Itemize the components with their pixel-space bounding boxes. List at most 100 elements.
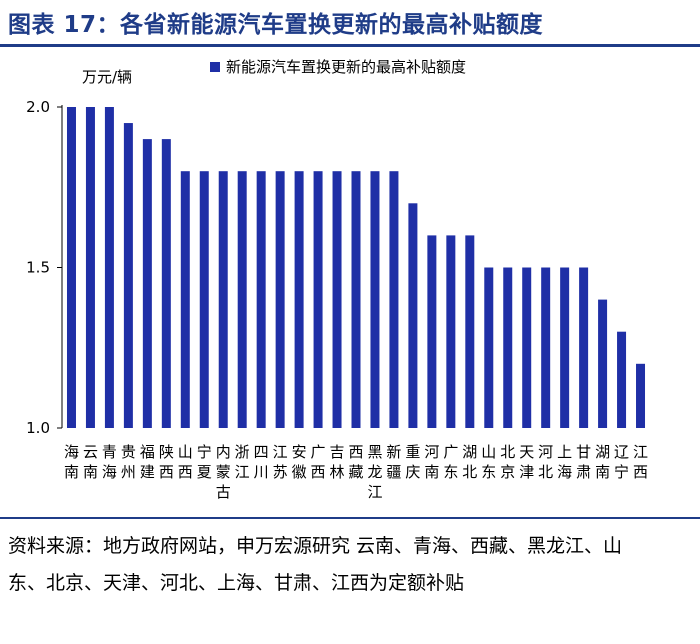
legend-swatch — [210, 61, 220, 72]
category-char: 安 — [292, 443, 307, 461]
category-char: 山 — [481, 443, 496, 461]
bar-海南 — [66, 107, 76, 428]
bar-陕西 — [161, 139, 171, 428]
bar-北京 — [503, 267, 513, 428]
category-char: 藏 — [348, 463, 363, 481]
bar-四川 — [256, 171, 266, 428]
bar-内蒙古 — [218, 171, 228, 428]
category-char: 青 — [102, 443, 117, 461]
category-char: 疆 — [386, 463, 401, 481]
bar-山东 — [484, 267, 494, 428]
category-char: 州 — [121, 463, 136, 481]
category-char: 夏 — [197, 463, 212, 481]
category-char: 宁 — [614, 463, 629, 481]
category-label-海南: 海南 — [64, 443, 79, 481]
bar-湖南 — [598, 299, 608, 428]
category-char: 林 — [330, 463, 345, 481]
category-label-黑龙江: 黑龙江 — [367, 443, 382, 501]
chart-title: 图表 17：各省新能源汽车置换更新的最高补贴额度 — [8, 12, 544, 38]
category-char: 贵 — [121, 443, 136, 461]
category-label-吉林: 吉林 — [330, 443, 345, 481]
category-char: 江 — [235, 463, 250, 481]
category-char: 西 — [178, 463, 193, 481]
category-char: 内 — [216, 443, 231, 461]
category-char: 蒙 — [216, 463, 231, 481]
category-labels: 海南云南青海贵州福建陕西山西宁夏内蒙古浙江四川江苏安徽广西吉林西藏黑龙江新疆重庆… — [64, 443, 648, 501]
bar-河北 — [541, 267, 551, 428]
category-char: 湖 — [462, 443, 477, 461]
bars — [66, 107, 646, 429]
category-label-重庆: 重庆 — [405, 443, 420, 481]
bar-chart: 1.01.52.0 海南云南青海贵州福建陕西山西宁夏内蒙古浙江四川江苏安徽广西吉… — [26, 98, 648, 501]
bar-黑龙江 — [370, 171, 380, 428]
category-label-辽宁: 辽宁 — [614, 443, 629, 481]
y-tick-label: 1.0 — [26, 419, 50, 437]
category-char: 西 — [311, 463, 326, 481]
legend-label: 新能源汽车置换更新的最高补贴额度 — [226, 58, 467, 76]
category-label-宁夏: 宁夏 — [197, 443, 212, 481]
category-char: 北 — [538, 463, 553, 481]
category-char: 甘 — [576, 443, 591, 461]
category-label-四川: 四川 — [254, 443, 269, 481]
bar-湖北 — [465, 235, 475, 428]
y-tick-label: 2.0 — [26, 98, 50, 116]
bar-江西 — [636, 363, 646, 428]
category-label-湖北: 湖北 — [462, 443, 477, 481]
category-char: 广 — [311, 443, 326, 461]
category-label-山西: 山西 — [178, 443, 193, 481]
title-rule — [0, 44, 700, 47]
bar-天津 — [522, 267, 532, 428]
y-axis-unit: 万元/辆 — [82, 68, 133, 86]
bar-吉林 — [332, 171, 342, 428]
category-char: 东 — [443, 463, 458, 481]
category-char: 建 — [140, 463, 155, 481]
category-char: 河 — [424, 443, 439, 461]
bar-甘肃 — [579, 267, 589, 428]
bar-福建 — [142, 139, 152, 428]
bar-贵州 — [123, 123, 133, 429]
category-label-贵州: 贵州 — [121, 443, 136, 481]
category-char: 南 — [595, 463, 610, 481]
category-char: 吉 — [330, 443, 345, 461]
category-char: 苏 — [273, 463, 288, 481]
bar-重庆 — [408, 203, 418, 428]
category-label-河南: 河南 — [424, 443, 439, 481]
category-char: 河 — [538, 443, 553, 461]
category-char: 黑 — [367, 443, 382, 461]
title-bar: 图表 17：各省新能源汽车置换更新的最高补贴额度 — [0, 0, 700, 50]
category-char: 西 — [159, 463, 174, 481]
category-char: 重 — [405, 443, 420, 461]
category-char: 京 — [500, 463, 515, 481]
category-label-福建: 福建 — [140, 443, 155, 481]
category-label-湖南: 湖南 — [595, 443, 610, 481]
category-label-安徽: 安徽 — [292, 443, 307, 481]
category-char: 古 — [216, 483, 231, 501]
category-char: 云 — [83, 443, 98, 461]
category-label-江苏: 江苏 — [273, 443, 288, 481]
category-char: 陕 — [159, 443, 174, 461]
bar-辽宁 — [617, 331, 627, 428]
bar-西藏 — [351, 171, 361, 428]
bar-山西 — [180, 171, 190, 428]
category-label-甘肃: 甘肃 — [576, 443, 591, 481]
category-label-江西: 江西 — [633, 443, 648, 481]
category-char: 西 — [348, 443, 363, 461]
bar-宁夏 — [199, 171, 209, 428]
category-char: 广 — [443, 443, 458, 461]
bar-安徽 — [294, 171, 304, 428]
source-note: 资料来源：地方政府网站，申万宏源研究 云南、青海、西藏、黑龙江、山东、北京、天津… — [8, 535, 623, 594]
category-char: 江 — [633, 443, 648, 461]
category-label-天津: 天津 — [519, 443, 534, 481]
category-char: 龙 — [367, 463, 382, 481]
y-tick-label: 1.5 — [26, 259, 50, 277]
category-char: 徽 — [292, 463, 307, 481]
category-char: 天 — [519, 443, 534, 461]
category-char: 北 — [462, 463, 477, 481]
category-char: 江 — [367, 483, 382, 501]
category-char: 福 — [140, 443, 155, 461]
category-label-北京: 北京 — [500, 443, 515, 481]
category-char: 南 — [83, 463, 98, 481]
bar-河南 — [427, 235, 437, 428]
category-char: 南 — [64, 463, 79, 481]
bar-广西 — [313, 171, 323, 428]
